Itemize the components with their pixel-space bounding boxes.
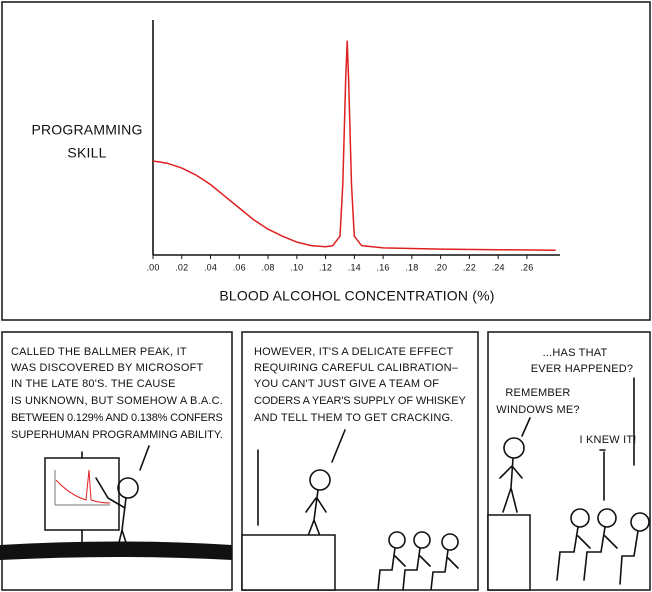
presenter-scene <box>241 429 459 591</box>
speech-text: AND TELL THEM TO GET CRACKING. <box>254 412 454 424</box>
speech-text: YOU CAN'T JUST GIVE A TEAM OF <box>254 378 439 390</box>
panel-frame <box>1 1 651 321</box>
x-tick-label: .12 <box>319 262 332 272</box>
x-tick-label: .06 <box>233 262 246 272</box>
panel-frame <box>487 331 651 591</box>
panel-frame <box>241 331 479 591</box>
y-axis-label: SKILL <box>67 145 106 161</box>
speech-text: REMEMBER <box>505 387 570 399</box>
x-tick-label: .22 <box>463 262 476 272</box>
speech-text: BETWEEN 0.129% AND 0.138% CONFERS <box>11 412 223 424</box>
x-tick-label: .16 <box>377 262 390 272</box>
speech-text: HOWEVER, IT'S A DELICATE EFFECT <box>254 346 453 358</box>
speech-text: SUPERHUMAN PROGRAMMING ABILITY. <box>11 429 223 441</box>
y-axis-label: PROGRAMMING <box>31 122 142 138</box>
speech-text: IS UNKNOWN, BUT SOMEHOW A B.A.C. <box>11 395 223 407</box>
x-tick-label: .26 <box>520 262 533 272</box>
panel-frame <box>1 331 233 591</box>
speech-text: WAS DISCOVERED BY MICROSOFT <box>11 362 204 374</box>
x-tick-label: .14 <box>348 262 361 272</box>
presenter-scene <box>0 445 232 560</box>
x-tick-label: .04 <box>204 262 217 272</box>
x-tick-label: .08 <box>261 262 274 272</box>
speech-text: WINDOWS ME? <box>496 404 579 416</box>
x-tick-label: .02 <box>175 262 188 272</box>
x-axis-label: BLOOD ALCOHOL CONCENTRATION (%) <box>219 288 494 304</box>
x-tick-label: .00 <box>146 262 159 272</box>
data-line <box>152 40 556 252</box>
speech-text: I KNEW IT! <box>580 434 637 446</box>
x-tick-label: .20 <box>434 262 447 272</box>
x-tick-label: .18 <box>405 262 418 272</box>
speech-text: IN THE LATE 80'S. THE CAUSE <box>11 378 176 390</box>
speech-text: CALLED THE BALLMER PEAK, IT <box>11 346 187 358</box>
x-tick-label: .24 <box>492 262 505 272</box>
presenter-scene <box>487 377 650 591</box>
speech-text: EVER HAPPENED? <box>531 363 633 375</box>
speech-text: ...HAS THAT <box>543 347 608 359</box>
speech-text: REQUIRING CAREFUL CALIBRATION– <box>254 362 459 374</box>
x-tick-label: .10 <box>290 262 303 272</box>
speech-text: CODERS A YEAR'S SUPPLY OF WHISKEY <box>254 395 466 407</box>
